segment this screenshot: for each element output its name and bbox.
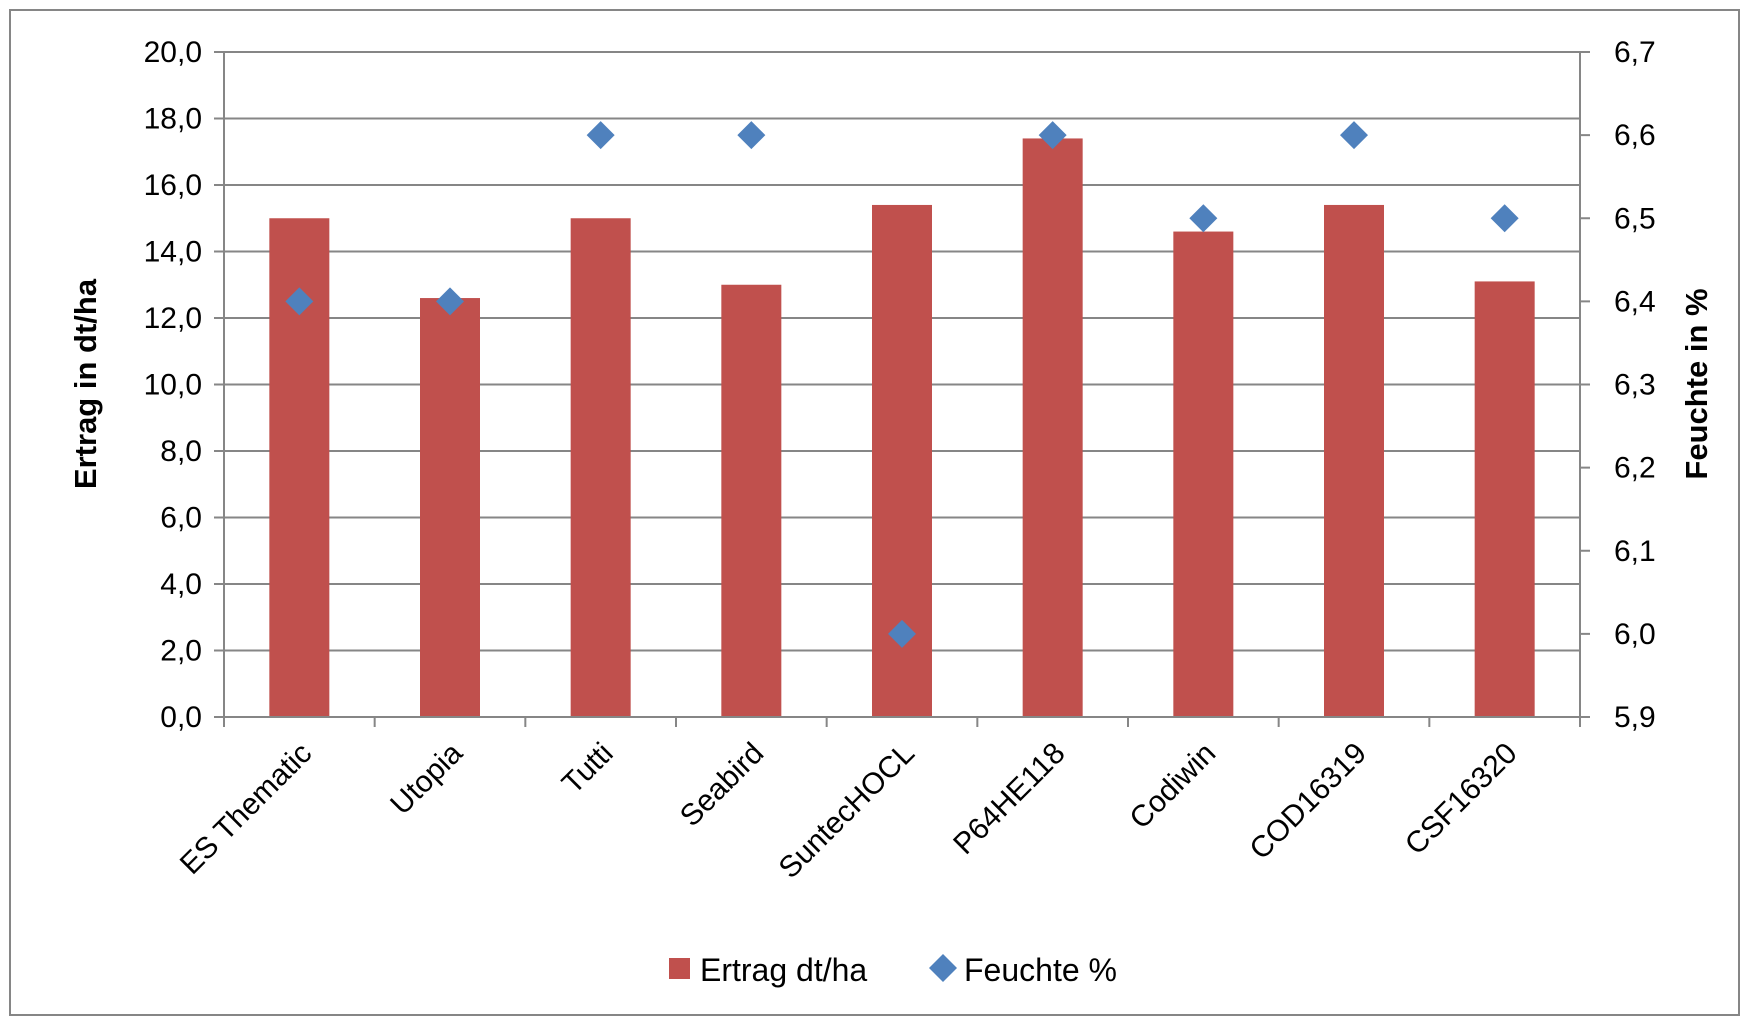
point-cod16319 bbox=[1340, 121, 1368, 150]
legend-swatch-ertrag bbox=[669, 958, 690, 979]
left-axis-title: Ertrag in dt/ha bbox=[68, 278, 103, 489]
left-tick-label: 20,0 bbox=[144, 36, 202, 69]
bar-csf16320 bbox=[1474, 281, 1535, 717]
left-tick-label: 14,0 bbox=[144, 236, 202, 269]
bar-seabird bbox=[721, 284, 782, 717]
bar-utopia bbox=[420, 298, 480, 717]
point-es-thematic bbox=[285, 287, 314, 316]
right-tick-label: 6,4 bbox=[1614, 285, 1656, 318]
legend-label-feuchte: Feuchte % bbox=[964, 952, 1117, 988]
right-tick-label: 6,1 bbox=[1614, 535, 1656, 568]
point-codiwin bbox=[1189, 204, 1218, 233]
left-tick-label: 0,0 bbox=[160, 701, 202, 734]
left-tick-label: 8,0 bbox=[160, 435, 202, 468]
bar-codiwin bbox=[1173, 231, 1234, 718]
left-tick-label: 18,0 bbox=[144, 103, 202, 136]
bar-series-ertrag bbox=[269, 138, 1535, 718]
point-suntechocl bbox=[888, 619, 916, 648]
legend-swatch-feuchte bbox=[929, 954, 957, 982]
right-tick-label: 6,2 bbox=[1614, 452, 1656, 485]
left-tick-label: 10,0 bbox=[144, 369, 202, 402]
point-utopia bbox=[436, 287, 464, 316]
left-axis-tick-labels: 0,0 2,0 4,0 6,0 8,0 10,0 12,0 14,0 16,0 18,0 20,0 bbox=[144, 36, 202, 734]
left-tick-label: 16,0 bbox=[144, 169, 202, 202]
right-tick-label: 6,7 bbox=[1614, 36, 1656, 69]
right-tick-label: 5,9 bbox=[1614, 701, 1656, 734]
bar-p64he118 bbox=[1022, 138, 1083, 717]
right-tick-label: 6,3 bbox=[1614, 369, 1656, 402]
scatter-series-feuchte bbox=[285, 121, 1519, 648]
right-tick-label: 6,0 bbox=[1614, 618, 1656, 651]
point-p64he118 bbox=[1038, 121, 1067, 150]
axes bbox=[214, 51, 1590, 727]
right-tick-label: 6,6 bbox=[1614, 119, 1656, 152]
point-seabird bbox=[737, 121, 766, 150]
left-tick-label: 2,0 bbox=[160, 635, 202, 668]
point-csf16320 bbox=[1490, 204, 1519, 233]
point-tutti bbox=[586, 121, 615, 150]
legend-label-ertrag: Ertrag dt/ha bbox=[700, 952, 867, 988]
left-tick-label: 6,0 bbox=[160, 502, 202, 535]
left-tick-label: 4,0 bbox=[160, 568, 202, 601]
left-tick-label: 12,0 bbox=[144, 302, 202, 335]
right-tick-label: 6,5 bbox=[1614, 202, 1656, 235]
right-axis-title: Feuchte in % bbox=[1679, 288, 1714, 479]
bar-cod16319 bbox=[1324, 204, 1384, 717]
right-axis-tick-labels: 5,9 6,0 6,1 6,2 6,3 6,4 6,5 6,6 6,7 bbox=[1614, 36, 1656, 734]
bar-tutti bbox=[570, 218, 631, 717]
legend: Ertrag dt/ha Feuchte % bbox=[669, 952, 1117, 988]
